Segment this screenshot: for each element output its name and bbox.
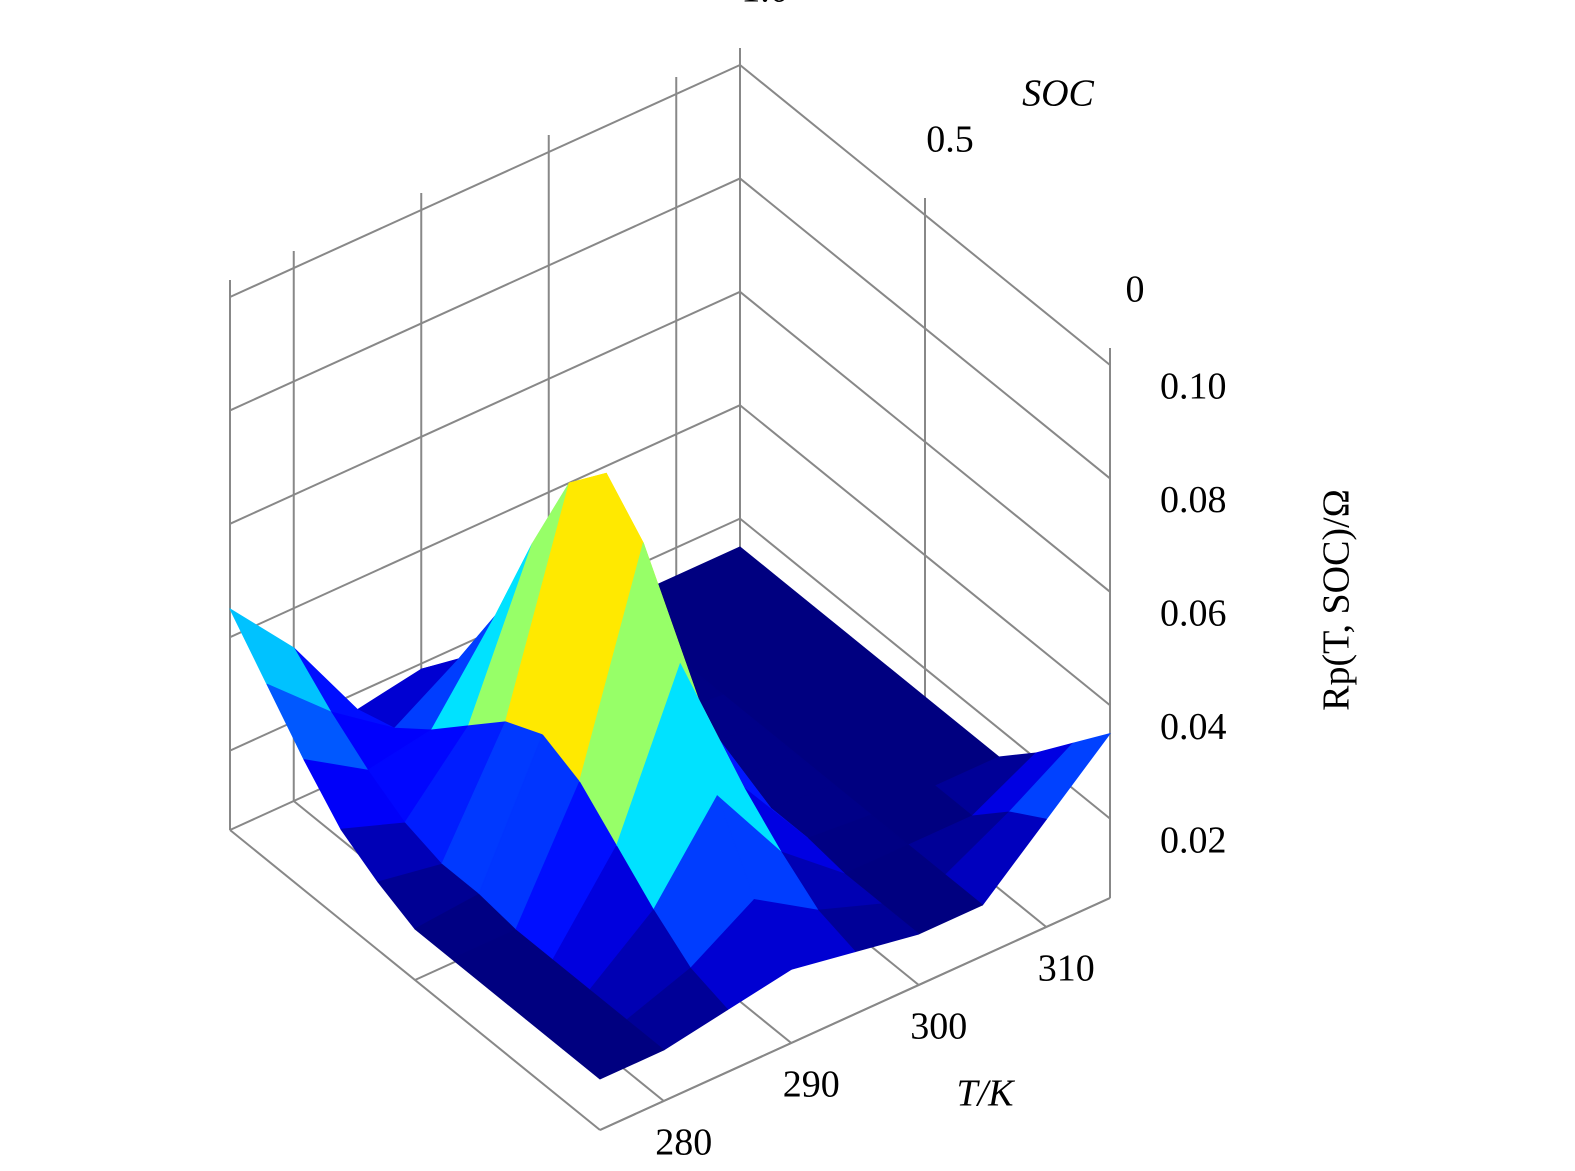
x-axis-label: T/K [956,1073,1015,1115]
y-tick-label: 1.0 [741,0,789,11]
x-tick-label: 280 [655,1122,712,1164]
z-axis-label: Rp(T, SOC)/Ω [1316,489,1358,711]
z-tick-label: 0.08 [1160,479,1227,521]
grid-line [739,291,1111,593]
y-tick-label: 0 [1126,269,1145,311]
grid-line [229,64,741,298]
z-tick-label: 0.10 [1160,366,1227,408]
grid-line [739,177,1111,480]
y-axis-label: SOC [1022,73,1094,115]
x-tick-label: 290 [783,1064,840,1106]
y-tick-label: 0.5 [926,119,974,161]
grid-line [739,404,1111,706]
grid-line [229,177,741,412]
surface-patch [562,1019,665,1080]
x-tick-label: 310 [1038,948,1095,990]
z-tick-label: 0.02 [1160,819,1227,861]
grid-line [229,404,741,639]
grid-line [739,64,1111,366]
grid-line [599,897,1111,1131]
z-tick-label: 0.06 [1160,593,1227,635]
grid-line [229,290,741,525]
z-tick-label: 0.04 [1160,706,1227,748]
x-tick-label: 300 [910,1006,967,1048]
